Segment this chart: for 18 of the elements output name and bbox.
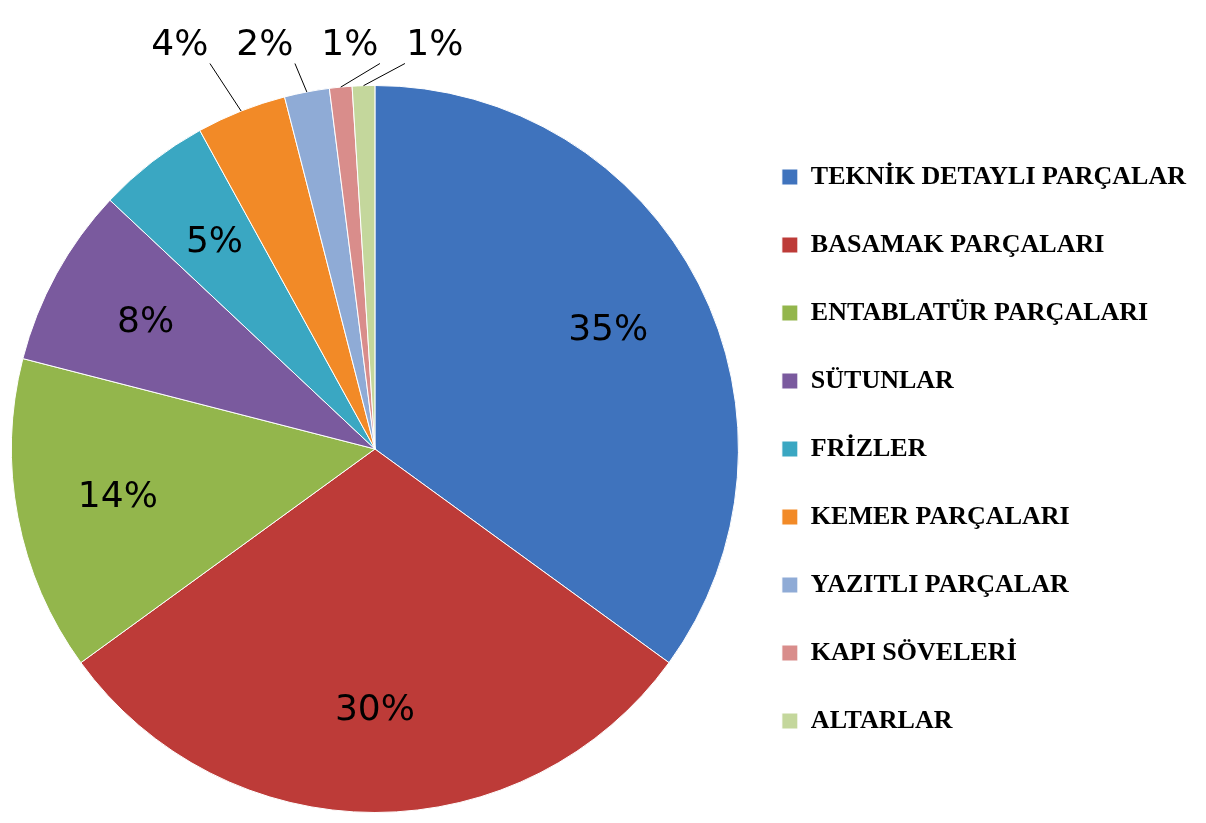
data-label: 8%: [117, 299, 175, 341]
legend-label: KAPI SÖVELERİ: [810, 636, 1017, 666]
legend-label: YAZITLI PARÇALAR: [810, 568, 1069, 598]
data-label: 14%: [77, 474, 158, 516]
legend-label: ENTABLATÜR PARÇALARI: [810, 296, 1149, 326]
data-label: 30%: [334, 687, 415, 729]
data-label: 2%: [236, 21, 294, 63]
data-label: 1%: [406, 21, 464, 63]
data-label: 35%: [568, 306, 649, 348]
legend-label: BASAMAK PARÇALARI: [810, 228, 1105, 258]
legend-label: TEKNİK DETAYLI PARÇALAR: [810, 160, 1187, 190]
legend-label: KEMER PARÇALARI: [810, 500, 1070, 530]
data-label: 5%: [185, 218, 244, 260]
legend-label: SÜTUNLAR: [810, 364, 955, 394]
legend-label: FRİZLER: [810, 432, 927, 462]
data-label: 1%: [321, 21, 379, 63]
data-label: 4%: [151, 21, 209, 63]
legend-label: ALTARLAR: [810, 704, 953, 734]
